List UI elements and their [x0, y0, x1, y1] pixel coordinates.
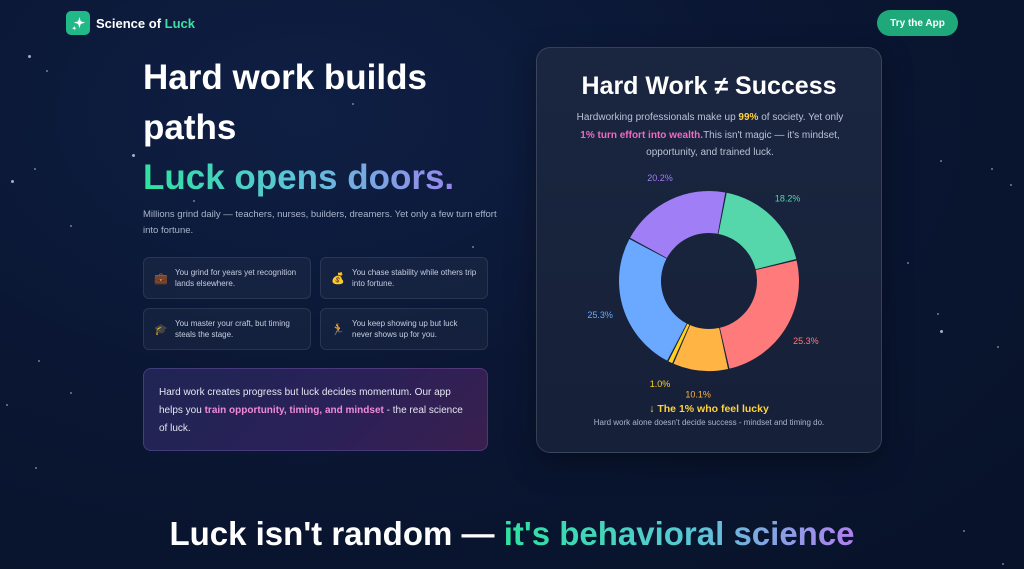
hero-title-line1: Hard work builds paths — [143, 58, 427, 147]
pain-point-card: 💼 You grind for years yet recognition la… — [143, 257, 311, 299]
pain-point-card: 💰 You chase stability while others trip … — [320, 257, 488, 299]
chart-caption: ↓ The 1% who feel lucky — [649, 403, 769, 415]
section-heading: Luck isn't random — it's behavioral scie… — [169, 515, 855, 552]
hero-title-line2: Luck opens doors. — [143, 153, 473, 203]
value-proposition-note: Hard work creates progress but luck deci… — [143, 368, 488, 451]
runner-icon: 🏃 — [331, 323, 345, 336]
donut-slice-label: 18.2% — [775, 193, 801, 203]
money-bag-icon: 💰 — [331, 272, 345, 285]
donut-slice-label: 10.1% — [685, 389, 711, 399]
pain-point-text: You chase stability while others trip in… — [352, 268, 477, 288]
sparkle-icon — [66, 11, 90, 35]
briefcase-icon: 💼 — [154, 272, 168, 285]
hero-subtitle: Millions grind daily — teachers, nurses,… — [143, 209, 497, 236]
donut-slice — [668, 323, 690, 364]
pain-point-card: 🏃 You keep showing up but luck never sho… — [320, 308, 488, 350]
donut-slice — [630, 190, 726, 258]
donut-slice-label: 20.2% — [647, 173, 673, 183]
pain-point-text: You grind for years yet recognition land… — [175, 268, 297, 288]
pain-point-text: You master your craft, but timing steals… — [175, 319, 290, 339]
chart-footnote: Hard work alone doesn't decide success -… — [593, 418, 825, 427]
pain-point-text: You keep showing up but luck never shows… — [352, 319, 458, 339]
donut-slice-label: 25.3% — [587, 310, 613, 320]
pain-point-card: 🎓 You master your craft, but timing stea… — [143, 308, 311, 350]
donut-slice — [718, 192, 797, 270]
donut-slice-label: 1.0% — [650, 379, 671, 389]
donut-chart: 18.2% 25.3% 10.1% 1.0% 25.3% 20.2% — [587, 173, 819, 399]
panel-title: Hard Work ≠ Success — [581, 72, 837, 100]
note-highlight: train opportunity, timing, and mindset — [204, 405, 384, 416]
donut-slice — [719, 260, 799, 369]
graduation-cap-icon: 🎓 — [154, 323, 168, 336]
donut-slice-label: 25.3% — [793, 336, 819, 346]
donut-slice — [619, 239, 687, 361]
donut-slice — [673, 325, 729, 371]
hero-title: Hard work builds paths Luck opens doors. — [143, 53, 473, 203]
stats-panel: Hard Work ≠ Success Hardworking professi… — [536, 47, 882, 453]
brand[interactable]: Science of Luck — [66, 11, 195, 35]
panel-description: Hardworking professionals make up 99% of… — [576, 112, 844, 158]
section-heading-highlight: it's behavioral science — [503, 515, 855, 552]
brand-name: Science of Luck — [96, 15, 195, 31]
try-app-button[interactable]: Try the App — [877, 10, 958, 36]
